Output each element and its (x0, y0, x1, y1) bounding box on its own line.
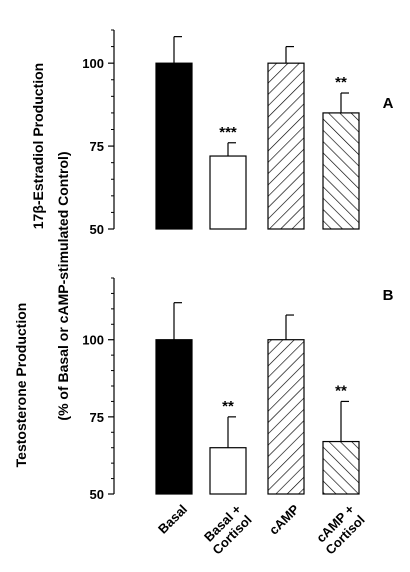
y-tick-label: 50 (90, 487, 104, 502)
panel-label: B (383, 287, 394, 304)
x-category-line: cAMP (266, 501, 302, 537)
x-category-label: cAMP (266, 501, 302, 537)
panel-label: A (383, 95, 394, 112)
x-category-label: Basal (155, 502, 190, 537)
significance-marker: ** (335, 382, 347, 399)
x-category-line: Basal (155, 502, 190, 537)
y-tick-label: 75 (90, 139, 104, 154)
y-tick-label: 50 (90, 222, 104, 237)
x-category-label: Basal +Cortisol (199, 501, 255, 557)
significance-marker: ** (335, 74, 347, 91)
y-tick-label: 100 (82, 56, 104, 71)
y-tick-label: 100 (82, 333, 104, 348)
bar-4 (322, 440, 360, 495)
bar-1 (155, 339, 193, 495)
ylabel-estradiol: 17β-Estradiol Production (30, 63, 46, 229)
ylabel-percent-control: (% of Basal or cAMP-stimulated Control) (55, 151, 71, 420)
panel-b: 50 75 100 ** ** B Basal Basal +Cortisol cAMP cAMP… (82, 277, 394, 557)
significance-marker: *** (219, 124, 237, 141)
bar-3 (267, 62, 305, 230)
bar-3 (267, 339, 305, 495)
x-category-label: cAMP +Cortisol (312, 501, 368, 557)
bar-2 (209, 447, 247, 495)
ylabel-testosterone: Testosterone Production (13, 303, 29, 468)
bar-2 (209, 155, 247, 230)
y-tick-label: 75 (90, 410, 104, 425)
bar-1 (155, 62, 193, 230)
significance-marker: ** (222, 398, 234, 415)
bar-4 (322, 112, 360, 230)
